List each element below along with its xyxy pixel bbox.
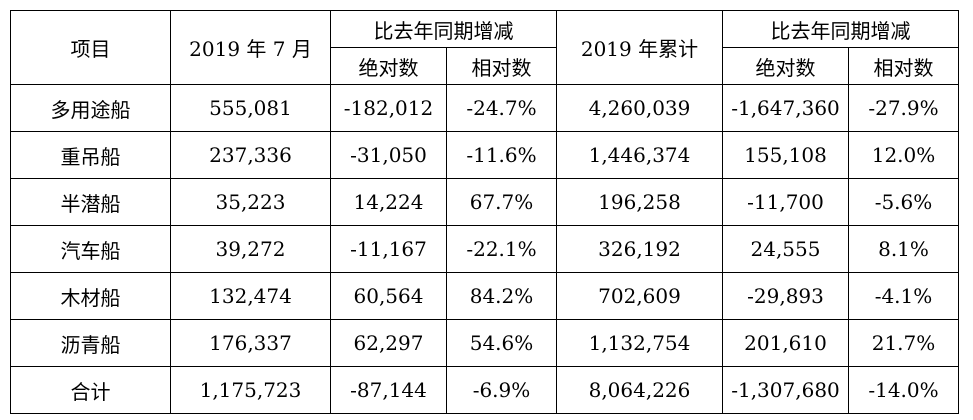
cell-cumulative: 326,192 xyxy=(556,225,723,273)
header-cumulative-2019: 2019 年累计 xyxy=(556,10,723,85)
table-row: 多用途船 555,081 -182,012 -24.7% 4,260,039 -… xyxy=(10,84,959,132)
row-name: 合计 xyxy=(10,366,171,414)
cell-rel-cumulative: 12.0% xyxy=(848,131,959,179)
cell-rel-cumulative: -14.0% xyxy=(848,366,959,414)
cell-abs-monthly: 62,297 xyxy=(330,319,447,367)
cell-july: 237,336 xyxy=(170,131,331,179)
table-row: 沥青船 176,337 62,297 54.6% 1,132,754 201,6… xyxy=(10,319,959,367)
header-item: 项目 xyxy=(10,10,171,85)
cell-rel-cumulative: 21.7% xyxy=(848,319,959,367)
cell-abs-monthly: -87,144 xyxy=(330,366,447,414)
cell-cumulative: 4,260,039 xyxy=(556,84,723,132)
cell-cumulative: 1,446,374 xyxy=(556,131,723,179)
row-name: 多用途船 xyxy=(10,84,171,132)
cell-abs-cumulative: 201,610 xyxy=(722,319,849,367)
cell-abs-cumulative: -29,893 xyxy=(722,272,849,320)
cell-rel-cumulative: -27.9% xyxy=(848,84,959,132)
table-row: 木材船 132,474 60,564 84.2% 702,609 -29,893… xyxy=(10,272,959,320)
cell-abs-monthly: -31,050 xyxy=(330,131,447,179)
cell-july: 132,474 xyxy=(170,272,331,320)
cell-july: 39,272 xyxy=(170,225,331,273)
cell-rel-monthly: -24.7% xyxy=(446,84,557,132)
table-row: 半潜船 35,223 14,224 67.7% 196,258 -11,700 … xyxy=(10,178,959,226)
cell-rel-monthly: 67.7% xyxy=(446,178,557,226)
cell-abs-monthly: -182,012 xyxy=(330,84,447,132)
header-absolute-cumulative: 绝对数 xyxy=(722,47,849,85)
header-relative-cumulative: 相对数 xyxy=(848,47,959,85)
cell-cumulative: 196,258 xyxy=(556,178,723,226)
cell-july: 555,081 xyxy=(170,84,331,132)
cell-abs-monthly: 14,224 xyxy=(330,178,447,226)
cell-rel-monthly: 54.6% xyxy=(446,319,557,367)
cell-july: 35,223 xyxy=(170,178,331,226)
cell-cumulative: 702,609 xyxy=(556,272,723,320)
cell-cumulative: 8,064,226 xyxy=(556,366,723,414)
cell-abs-monthly: -11,167 xyxy=(330,225,447,273)
cell-cumulative: 1,132,754 xyxy=(556,319,723,367)
cell-july: 176,337 xyxy=(170,319,331,367)
cell-rel-monthly: -6.9% xyxy=(446,366,557,414)
ship-statistics-table: 项目 2019 年 7 月 比去年同期增减 2019 年累计 比去年同期增减 绝… xyxy=(10,10,959,414)
row-name: 重吊船 xyxy=(10,131,171,179)
row-name: 沥青船 xyxy=(10,319,171,367)
cell-rel-cumulative: 8.1% xyxy=(848,225,959,273)
header-yoy-cumulative: 比去年同期增减 xyxy=(722,10,959,48)
table-row: 汽车船 39,272 -11,167 -22.1% 326,192 24,555… xyxy=(10,225,959,273)
header-july-2019: 2019 年 7 月 xyxy=(170,10,331,85)
cell-rel-cumulative: -5.6% xyxy=(848,178,959,226)
cell-abs-monthly: 60,564 xyxy=(330,272,447,320)
cell-rel-monthly: -22.1% xyxy=(446,225,557,273)
cell-abs-cumulative: 155,108 xyxy=(722,131,849,179)
cell-abs-cumulative: 24,555 xyxy=(722,225,849,273)
cell-rel-monthly: 84.2% xyxy=(446,272,557,320)
row-name: 木材船 xyxy=(10,272,171,320)
cell-rel-cumulative: -4.1% xyxy=(848,272,959,320)
row-name: 汽车船 xyxy=(10,225,171,273)
header-row-1: 项目 2019 年 7 月 比去年同期增减 2019 年累计 比去年同期增减 xyxy=(10,10,959,85)
cell-july: 1,175,723 xyxy=(170,366,331,414)
row-name: 半潜船 xyxy=(10,178,171,226)
table-row-total: 合计 1,175,723 -87,144 -6.9% 8,064,226 -1,… xyxy=(10,366,959,414)
cell-abs-cumulative: -1,307,680 xyxy=(722,366,849,414)
cell-abs-cumulative: -11,700 xyxy=(722,178,849,226)
header-yoy-monthly: 比去年同期增减 xyxy=(330,10,557,48)
header-absolute-monthly: 绝对数 xyxy=(330,47,447,85)
cell-rel-monthly: -11.6% xyxy=(446,131,557,179)
cell-abs-cumulative: -1,647,360 xyxy=(722,84,849,132)
table-row: 重吊船 237,336 -31,050 -11.6% 1,446,374 155… xyxy=(10,131,959,179)
header-relative-monthly: 相对数 xyxy=(446,47,557,85)
